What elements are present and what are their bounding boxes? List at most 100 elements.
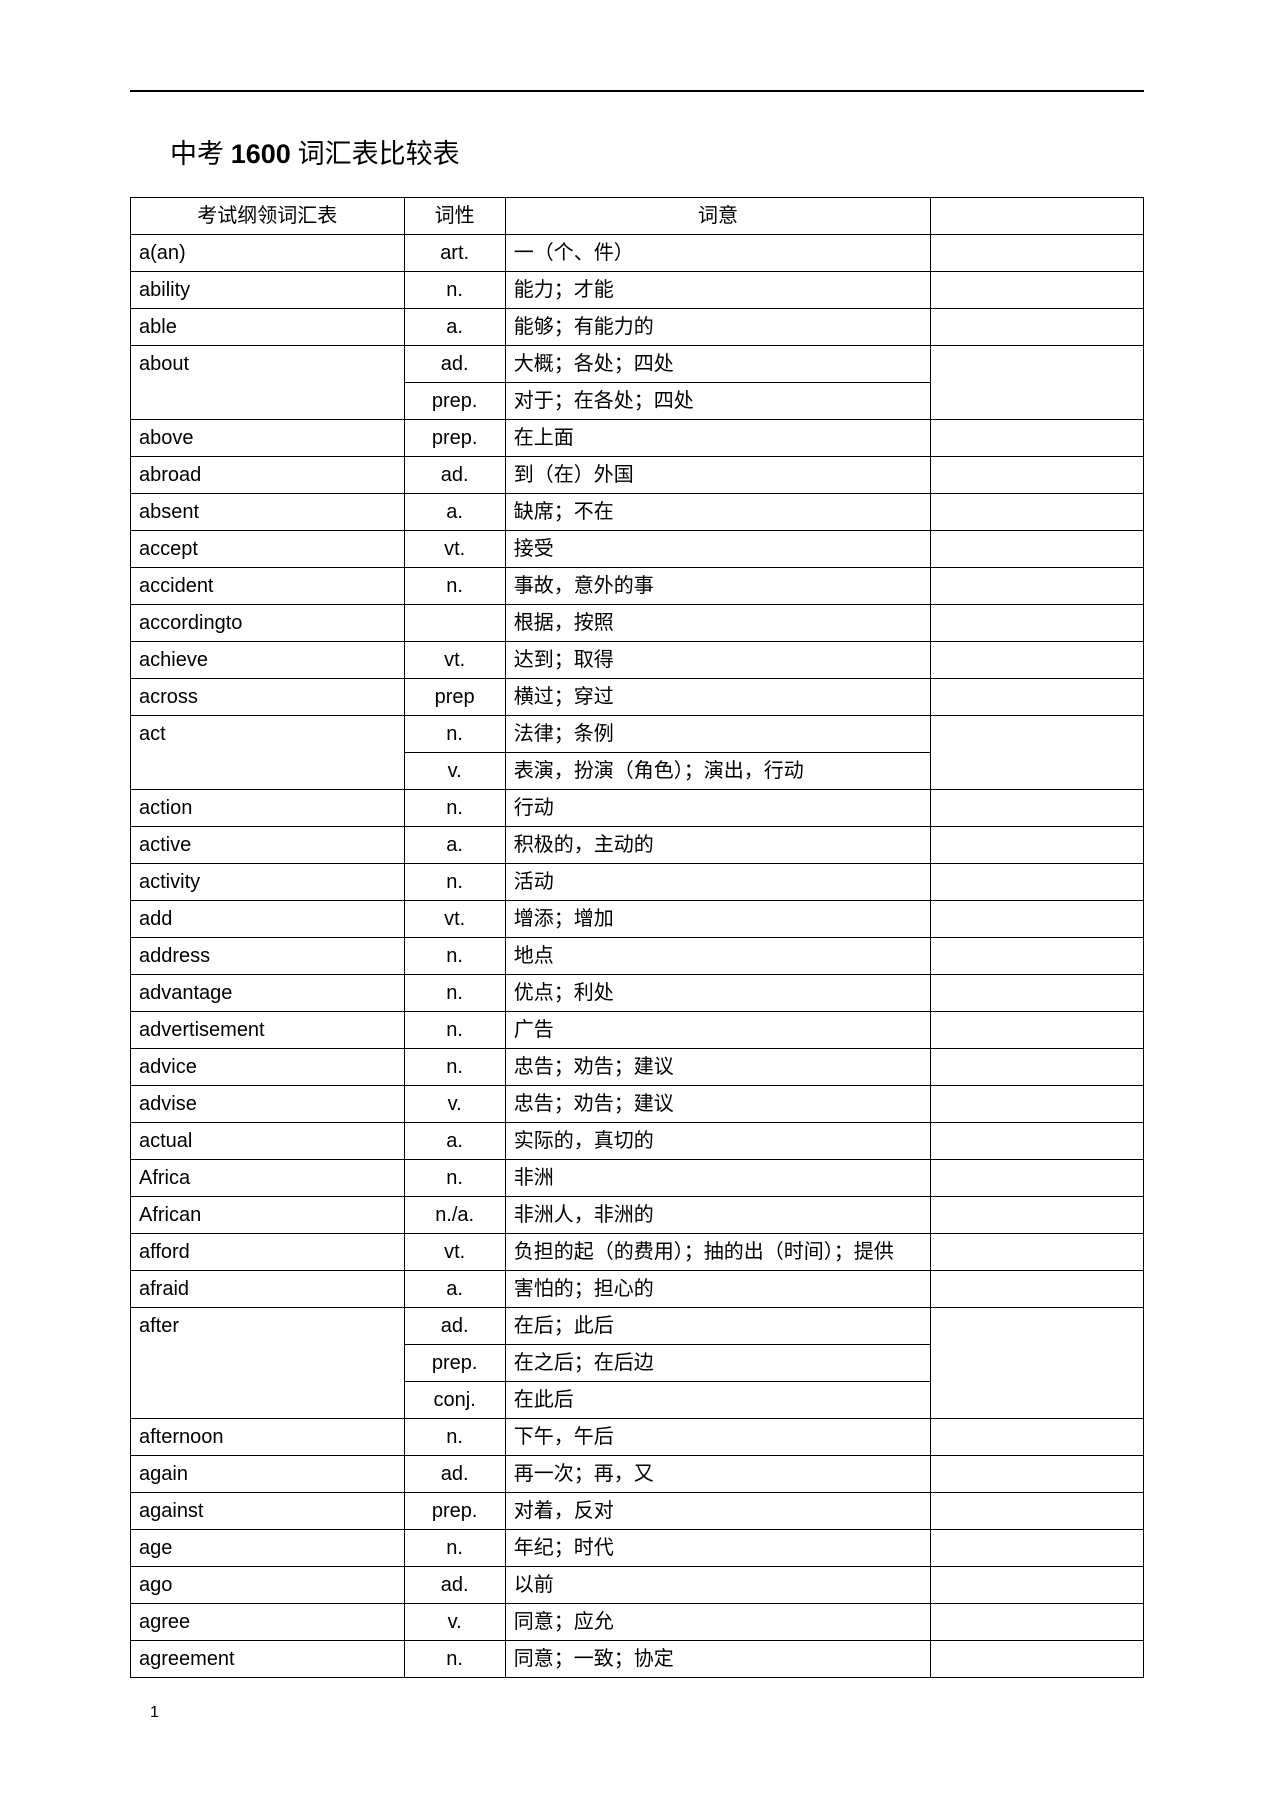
pos-cell: ad. — [404, 457, 505, 494]
meaning-cell: 实际的，真切的 — [505, 1123, 930, 1160]
empty-cell — [931, 494, 1144, 531]
table-row: againad.再一次；再，又 — [131, 1456, 1144, 1493]
table-row: afternoonn.下午，午后 — [131, 1419, 1144, 1456]
meaning-cell: 到（在）外国 — [505, 457, 930, 494]
pos-cell: n. — [404, 1641, 505, 1678]
meaning-cell: 广告 — [505, 1012, 930, 1049]
table-row: actn.法律；条例 — [131, 716, 1144, 753]
meaning-cell: 再一次；再，又 — [505, 1456, 930, 1493]
empty-cell — [931, 568, 1144, 605]
table-row: affordvt.负担的起（的费用）；抽的出（时间）；提供 — [131, 1234, 1144, 1271]
table-row: abroadad.到（在）外国 — [131, 457, 1144, 494]
header-word: 考试纲领词汇表 — [131, 198, 405, 235]
word-cell: advice — [131, 1049, 405, 1086]
word-cell: actual — [131, 1123, 405, 1160]
page-top-rule — [130, 90, 1144, 92]
title-count: 1600 — [231, 139, 291, 169]
empty-cell — [931, 605, 1144, 642]
word-cell: after — [131, 1308, 405, 1419]
table-row: activityn.活动 — [131, 864, 1144, 901]
pos-cell: prep. — [404, 1345, 505, 1382]
meaning-cell: 缺席；不在 — [505, 494, 930, 531]
pos-cell: n. — [404, 864, 505, 901]
word-cell: action — [131, 790, 405, 827]
table-row: a(an)art.一（个、件） — [131, 235, 1144, 272]
meaning-cell: 对着，反对 — [505, 1493, 930, 1530]
header-meaning: 词意 — [505, 198, 930, 235]
table-row: afterad.在后；此后 — [131, 1308, 1144, 1345]
table-row: addressn.地点 — [131, 938, 1144, 975]
empty-cell — [931, 1049, 1144, 1086]
table-row: acceptvt.接受 — [131, 531, 1144, 568]
pos-cell: prep. — [404, 1493, 505, 1530]
pos-cell: vt. — [404, 901, 505, 938]
header-empty — [931, 198, 1144, 235]
word-cell: again — [131, 1456, 405, 1493]
word-cell: accept — [131, 531, 405, 568]
vocabulary-table: 考试纲领词汇表 词性 词意 a(an)art.一（个、件）abilityn.能力… — [130, 197, 1144, 1678]
pos-cell: n. — [404, 1419, 505, 1456]
word-cell: African — [131, 1197, 405, 1234]
table-row: actionn.行动 — [131, 790, 1144, 827]
meaning-cell: 大概；各处；四处 — [505, 346, 930, 383]
meaning-cell: 以前 — [505, 1567, 930, 1604]
meaning-cell: 非洲人，非洲的 — [505, 1197, 930, 1234]
pos-cell: vt. — [404, 1234, 505, 1271]
empty-cell — [931, 1567, 1144, 1604]
empty-cell — [931, 1271, 1144, 1308]
empty-cell — [931, 1234, 1144, 1271]
empty-cell — [931, 901, 1144, 938]
table-row: advisev.忠告；劝告；建议 — [131, 1086, 1144, 1123]
empty-cell — [931, 1197, 1144, 1234]
table-row: addvt.增添；增加 — [131, 901, 1144, 938]
word-cell: against — [131, 1493, 405, 1530]
meaning-cell: 忠告；劝告；建议 — [505, 1086, 930, 1123]
meaning-cell: 负担的起（的费用）；抽的出（时间）；提供 — [505, 1234, 930, 1271]
empty-cell — [931, 1308, 1144, 1419]
empty-cell — [931, 309, 1144, 346]
word-cell: add — [131, 901, 405, 938]
pos-cell: n. — [404, 790, 505, 827]
title-prefix: 中考 — [170, 139, 231, 169]
pos-cell: v. — [404, 1086, 505, 1123]
word-cell: agreement — [131, 1641, 405, 1678]
empty-cell — [931, 1012, 1144, 1049]
table-row: agen.年纪；时代 — [131, 1530, 1144, 1567]
empty-cell — [931, 1530, 1144, 1567]
pos-cell: a. — [404, 1271, 505, 1308]
meaning-cell: 在之后；在后边 — [505, 1345, 930, 1382]
table-row: aboveprep.在上面 — [131, 420, 1144, 457]
table-row: afraida.害怕的；担心的 — [131, 1271, 1144, 1308]
word-cell: afford — [131, 1234, 405, 1271]
table-row: abilityn.能力；才能 — [131, 272, 1144, 309]
table-row: accidentn.事故，意外的事 — [131, 568, 1144, 605]
pos-cell: n. — [404, 1012, 505, 1049]
table-row: actuala.实际的，真切的 — [131, 1123, 1144, 1160]
pos-cell: ad. — [404, 1456, 505, 1493]
meaning-cell: 能够；有能力的 — [505, 309, 930, 346]
pos-cell: prep. — [404, 420, 505, 457]
empty-cell — [931, 827, 1144, 864]
word-cell: accident — [131, 568, 405, 605]
table-row: aboutad.大概；各处；四处 — [131, 346, 1144, 383]
empty-cell — [931, 679, 1144, 716]
empty-cell — [931, 716, 1144, 790]
empty-cell — [931, 938, 1144, 975]
meaning-cell: 对于；在各处；四处 — [505, 383, 930, 420]
pos-cell: v. — [404, 1604, 505, 1641]
word-cell: advertisement — [131, 1012, 405, 1049]
meaning-cell: 忠告；劝告；建议 — [505, 1049, 930, 1086]
meaning-cell: 非洲 — [505, 1160, 930, 1197]
word-cell: advantage — [131, 975, 405, 1012]
pos-cell: n. — [404, 975, 505, 1012]
pos-cell: n./a. — [404, 1197, 505, 1234]
meaning-cell: 积极的，主动的 — [505, 827, 930, 864]
table-row: achievevt.达到；取得 — [131, 642, 1144, 679]
meaning-cell: 事故，意外的事 — [505, 568, 930, 605]
word-cell: achieve — [131, 642, 405, 679]
empty-cell — [931, 642, 1144, 679]
pos-cell: ad. — [404, 1308, 505, 1345]
pos-cell: prep. — [404, 383, 505, 420]
pos-cell: n. — [404, 568, 505, 605]
empty-cell — [931, 272, 1144, 309]
